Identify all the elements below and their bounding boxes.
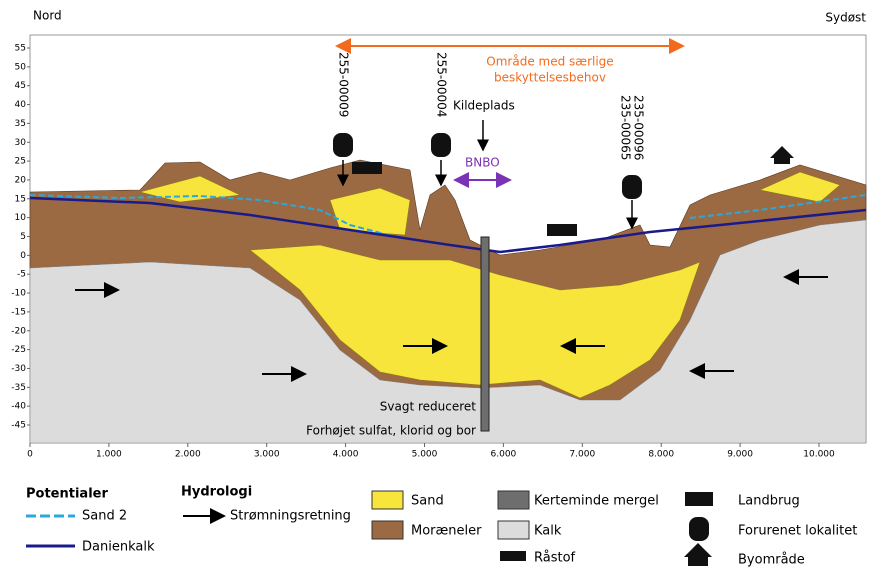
legend-title: Hydrologi — [181, 485, 252, 500]
y-tick-label: -5 — [17, 270, 26, 280]
x-tick-label: 8.000 — [648, 450, 674, 460]
y-tick-label: -45 — [11, 421, 26, 431]
well-note: Forhøjet sulfat, klorid og bor — [306, 424, 476, 438]
x-tick-label: 3.000 — [254, 450, 280, 460]
y-tick-label: 25 — [15, 157, 26, 167]
legend-item: Kerteminde mergel — [534, 494, 659, 509]
legend-item: Moræneler — [411, 524, 482, 539]
legend-item: Sand — [411, 494, 444, 509]
y-tick-label: -15 — [11, 307, 26, 317]
y-tick-label: -25 — [11, 345, 26, 355]
legend-item: Råstof — [534, 551, 576, 566]
legend-item: Byområde — [738, 553, 805, 568]
y-tick-label: 30 — [15, 138, 27, 148]
well-note: Svagt reduceret — [380, 400, 477, 414]
y-tick-label: 20 — [15, 175, 27, 185]
borehole-label: 255-00009 — [337, 52, 351, 117]
x-tick-label: 4.000 — [333, 450, 359, 460]
figure: Nord Sydøst Områd — [0, 0, 871, 569]
y-tick-label: 55 — [15, 44, 26, 54]
legend: Potentialer Sand 2 Danienkalk Hydrologi … — [26, 485, 857, 568]
y-tick-label: 15 — [15, 194, 26, 204]
y-tick-label: 40 — [15, 100, 27, 110]
y-tick-label: 35 — [15, 119, 26, 129]
left-label: Nord — [33, 9, 62, 23]
x-tick-label: 7.000 — [569, 450, 595, 460]
y-tick-label: 45 — [15, 81, 26, 91]
bnbo-label: BNBO — [465, 156, 500, 170]
borehole-label: 255-00004 — [435, 52, 449, 117]
legend-item: Landbrug — [738, 494, 800, 509]
legend-item: Kalk — [534, 524, 562, 539]
zone-label: beskyttelsesbehov — [494, 71, 606, 85]
x-tick-label: 10.000 — [803, 450, 835, 460]
y-tick-label: -35 — [11, 383, 26, 393]
y-tick-label: 50 — [15, 62, 27, 72]
legend-item: Sand 2 — [82, 509, 127, 524]
right-label: Sydøst — [825, 11, 866, 25]
borehole-label: 235-00065 — [619, 95, 633, 160]
zone-label: Område med særlige — [486, 55, 613, 69]
legend-item: Forurenet lokalitet — [738, 524, 857, 539]
y-tick-label: 5 — [20, 232, 26, 242]
legend-item: Danienkalk — [82, 540, 155, 555]
y-tick-label: 0 — [20, 251, 26, 261]
x-tick-label: 9.000 — [727, 450, 753, 460]
source-label: Kildeplads — [453, 99, 515, 113]
x-tick-label: 1.000 — [96, 450, 122, 460]
x-tick-label: 5.000 — [412, 450, 438, 460]
y-tick-label: 10 — [15, 213, 27, 223]
x-tick-label: 6.000 — [491, 450, 517, 460]
x-tick-label: 2.000 — [175, 450, 201, 460]
legend-item: Strømningsretning — [230, 509, 351, 524]
legend-title: Potentialer — [26, 487, 108, 502]
y-tick-label: -40 — [11, 402, 26, 412]
borehole-label: 235-00096 — [632, 95, 646, 160]
y-tick-label: -30 — [11, 364, 26, 374]
y-tick-label: -20 — [11, 326, 26, 336]
x-tick-label: 0 — [27, 450, 33, 460]
y-tick-label: -10 — [11, 289, 26, 299]
